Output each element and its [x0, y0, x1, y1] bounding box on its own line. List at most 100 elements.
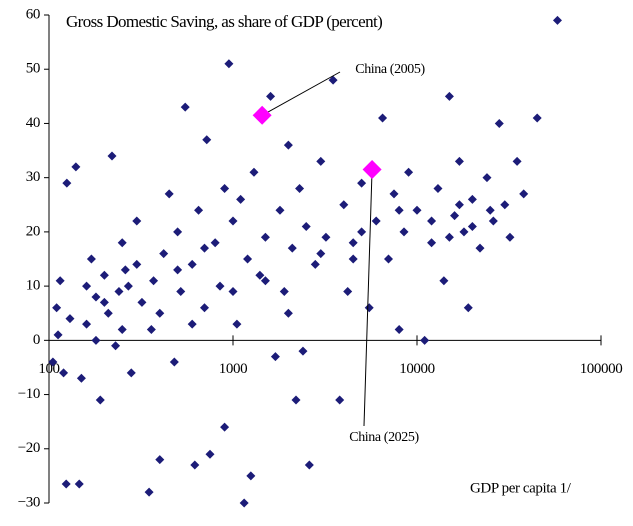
point — [103, 308, 113, 318]
point — [246, 471, 256, 481]
y-tick-label: 40 — [26, 115, 40, 131]
point — [202, 135, 212, 145]
point — [454, 200, 464, 210]
point — [475, 243, 485, 253]
point — [215, 281, 225, 291]
point — [439, 276, 449, 286]
point — [126, 368, 136, 378]
y-tick-label: 60 — [26, 6, 40, 22]
point — [298, 346, 308, 356]
point — [420, 335, 430, 345]
point — [552, 15, 562, 25]
y-tick-label: 50 — [26, 61, 40, 77]
y-tick-label: −20 — [18, 440, 40, 456]
point — [239, 498, 249, 508]
point — [301, 221, 311, 231]
point — [488, 216, 498, 226]
chart-title: Gross Domestic Saving, as share of GDP (… — [66, 12, 382, 31]
point — [412, 205, 422, 215]
point — [228, 216, 238, 226]
point — [228, 287, 238, 297]
point — [427, 238, 437, 248]
point — [335, 395, 345, 405]
point — [114, 287, 124, 297]
point — [117, 324, 127, 334]
point — [210, 238, 220, 248]
point — [199, 303, 209, 313]
point — [519, 189, 529, 199]
point — [95, 395, 105, 405]
point — [111, 341, 121, 351]
point — [91, 292, 101, 302]
point — [485, 205, 495, 215]
point — [224, 59, 234, 69]
x-tick-label: 10000 — [399, 361, 435, 377]
point — [505, 232, 515, 242]
x-axis-label: GDP per capita 1/ — [470, 480, 572, 496]
point — [86, 254, 96, 264]
point — [236, 194, 246, 204]
annotation: China (2025) — [349, 430, 419, 445]
point — [155, 308, 165, 318]
point — [99, 270, 109, 280]
point — [187, 259, 197, 269]
point — [321, 232, 331, 242]
point — [295, 184, 305, 194]
point — [348, 238, 358, 248]
point — [71, 162, 81, 172]
point — [155, 455, 165, 465]
y-tick-label: 20 — [26, 223, 40, 239]
point — [378, 113, 388, 123]
point — [310, 259, 320, 269]
point — [283, 308, 293, 318]
point — [512, 156, 522, 166]
point — [532, 113, 542, 123]
point — [59, 368, 69, 378]
point — [454, 156, 464, 166]
point — [173, 227, 183, 237]
point — [52, 303, 62, 313]
point — [357, 227, 367, 237]
point — [328, 75, 338, 85]
point — [173, 265, 183, 275]
point — [500, 200, 510, 210]
point — [427, 216, 437, 226]
point — [144, 487, 154, 497]
point — [164, 189, 174, 199]
point — [260, 232, 270, 242]
y-tick-label: 30 — [26, 169, 40, 185]
point — [120, 265, 130, 275]
point — [291, 395, 301, 405]
point — [404, 167, 414, 177]
point — [444, 91, 454, 101]
point — [266, 91, 276, 101]
point — [220, 184, 230, 194]
point — [137, 297, 147, 307]
point — [220, 422, 230, 432]
y-tick-label: −30 — [18, 494, 40, 510]
point — [433, 184, 443, 194]
point — [283, 140, 293, 150]
point — [82, 319, 92, 329]
point — [123, 281, 133, 291]
leader-line — [261, 71, 341, 116]
point — [459, 227, 469, 237]
point — [132, 259, 142, 269]
point — [232, 319, 242, 329]
point — [316, 156, 326, 166]
point — [389, 189, 399, 199]
point — [304, 460, 314, 470]
point — [371, 216, 381, 226]
point — [364, 303, 374, 313]
point — [494, 118, 504, 128]
point — [74, 479, 84, 489]
y-tick-label: 10 — [26, 278, 40, 294]
point — [249, 167, 259, 177]
point — [243, 254, 253, 264]
point — [199, 243, 209, 253]
point — [463, 303, 473, 313]
point — [444, 232, 454, 242]
point — [362, 160, 382, 180]
point — [339, 200, 349, 210]
